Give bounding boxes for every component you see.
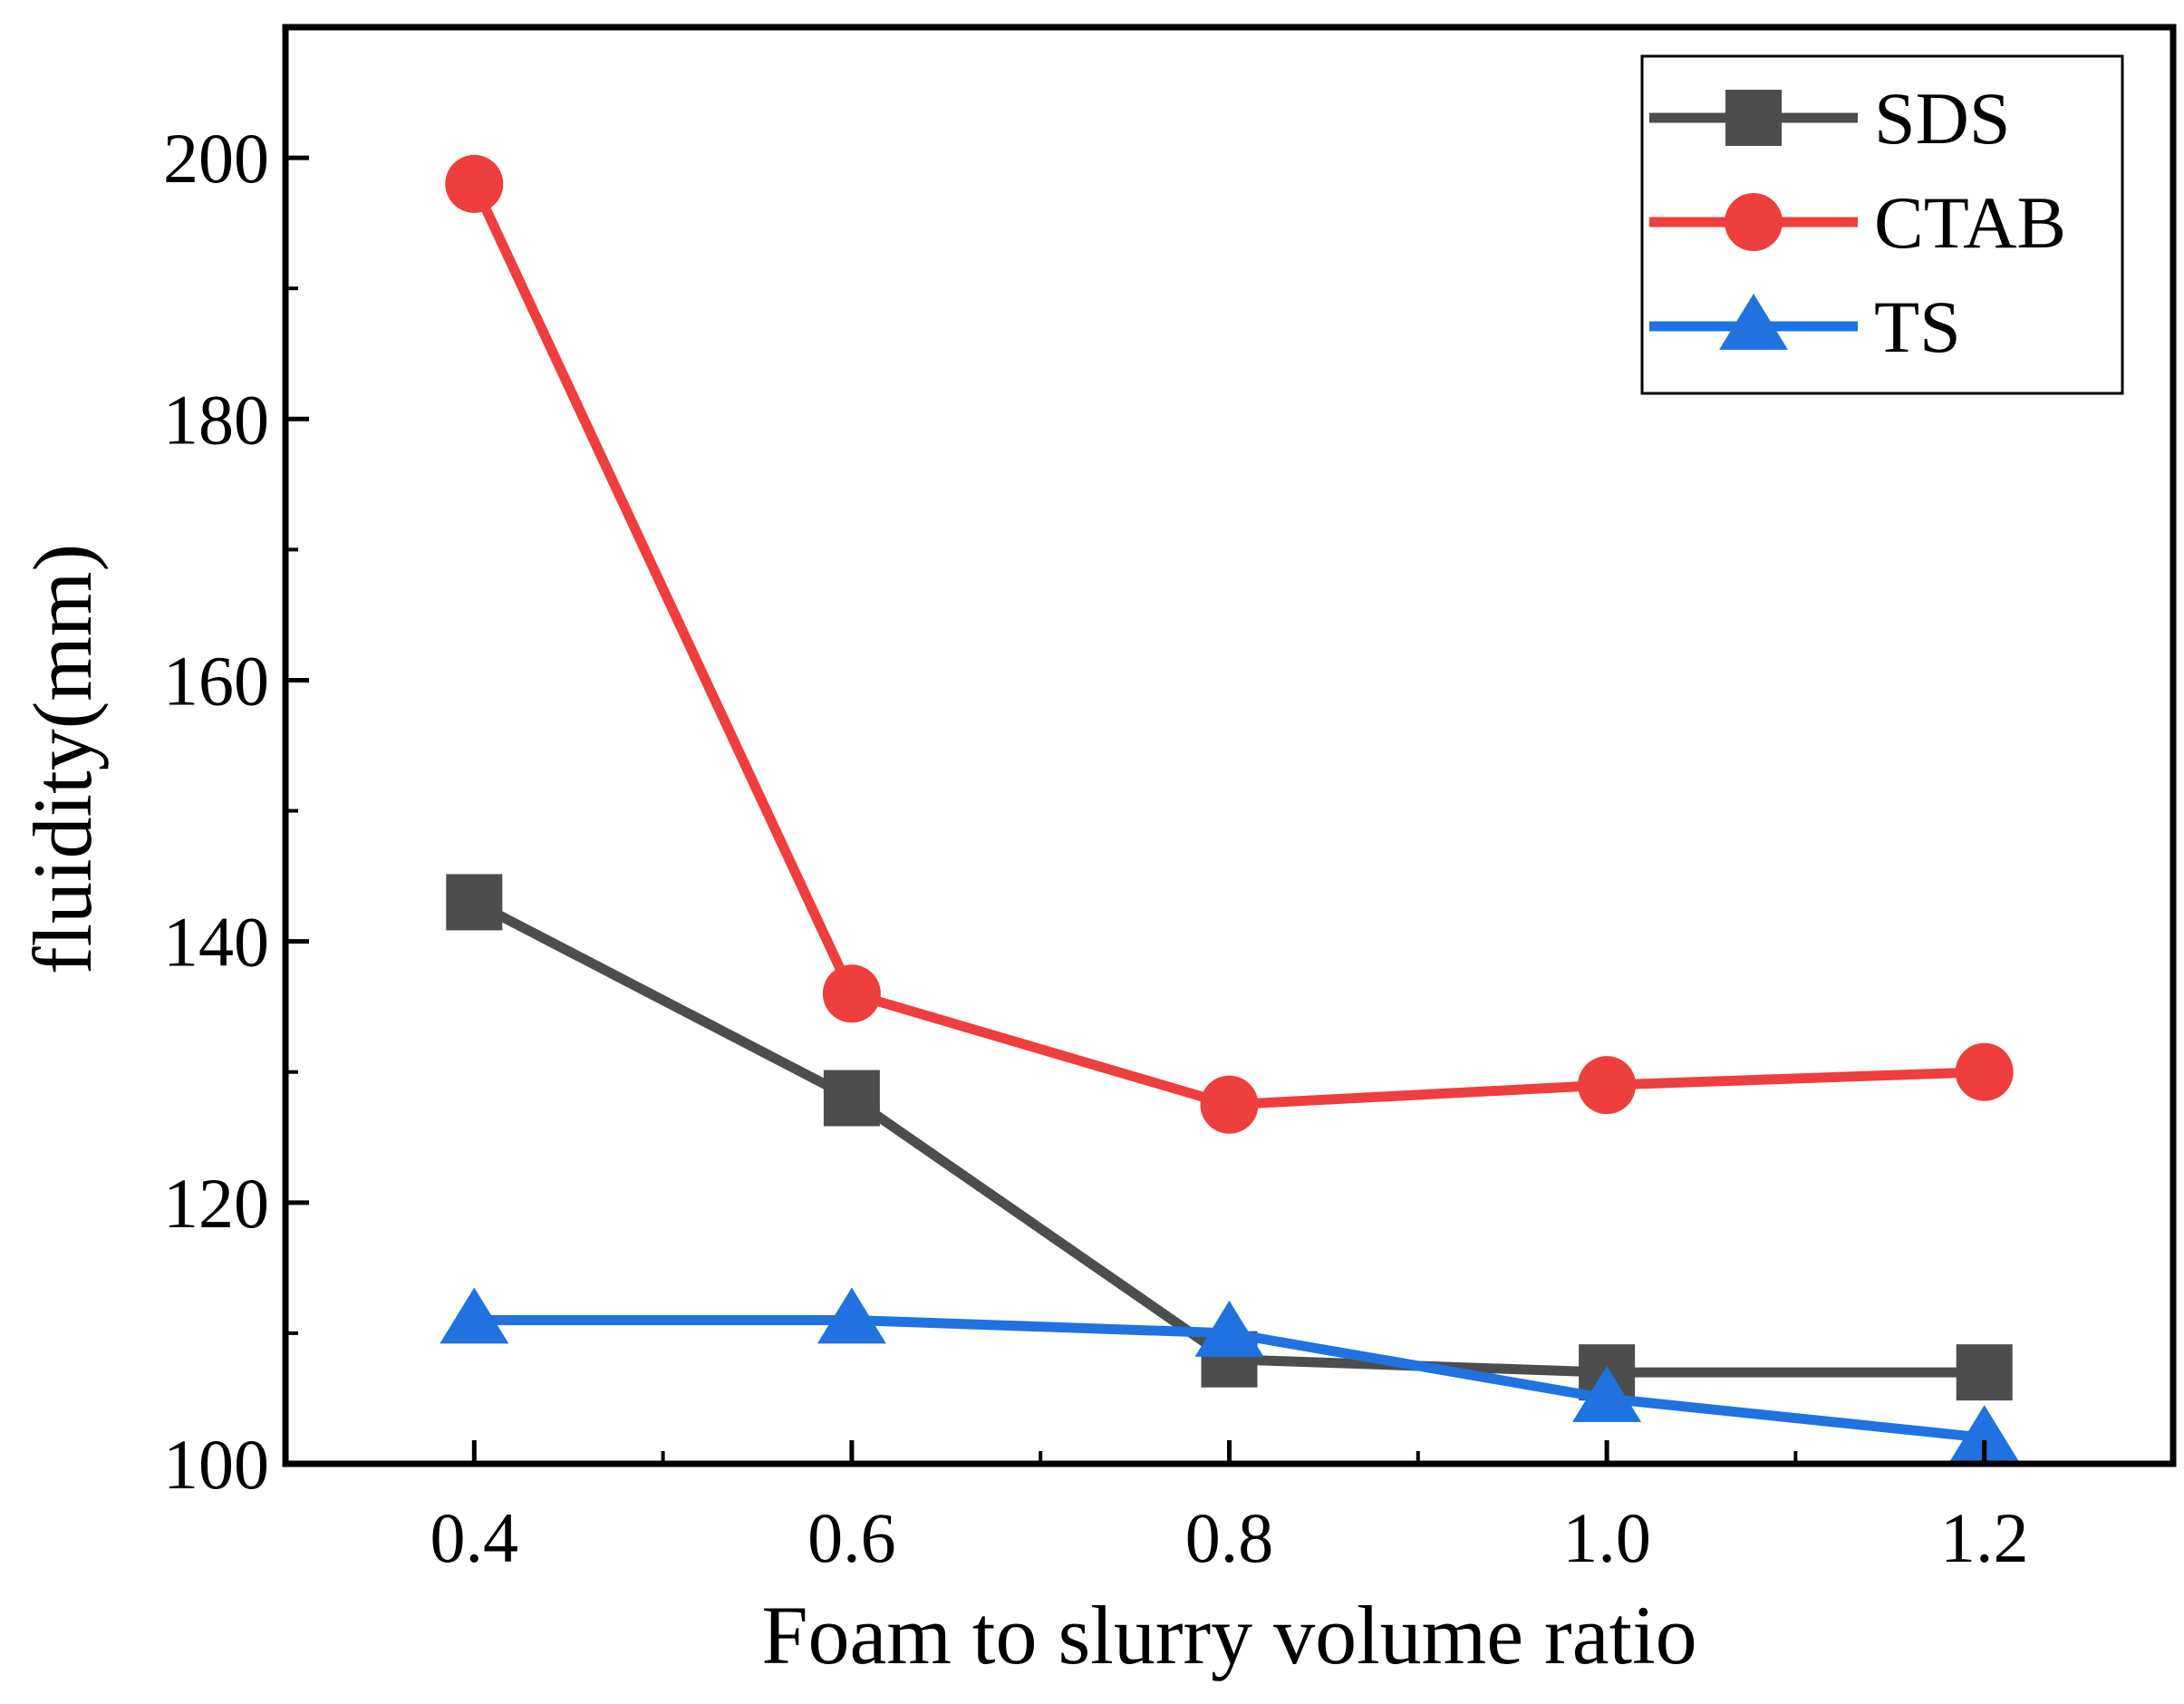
legend-item-ctab: CTAB [1649,181,2066,264]
y-tick-label: 140 [163,903,269,982]
sds-point [1956,1344,2013,1401]
y-tick-label: 200 [163,119,269,198]
x-axis-title: Foam to slurry volume ratio [761,1589,1696,1681]
ts-point [817,1287,886,1344]
legend-label: TS [1874,286,1961,368]
y-axis-title: fluidity(mm) [16,544,109,974]
legend-marker [1719,294,1788,350]
ctab-point [445,154,504,213]
y-tick-label: 120 [163,1164,269,1243]
sds-point [446,874,503,931]
x-tick-label: 0.4 [430,1498,519,1577]
x-tick-label: 1.0 [1562,1498,1651,1577]
series-ts [440,1287,2019,1462]
ts-point [440,1287,509,1344]
x-tick-label: 1.2 [1940,1498,2029,1577]
axis-layer: 0.4 0.6 0.8 1.0 1.2 100 120 140 160 180 200 [163,119,2175,1577]
series-sds [446,874,2013,1401]
sds-point [823,1070,880,1127]
legend-item-ts: TS [1649,286,1961,368]
y-tick-label: 160 [163,641,269,720]
ctab-point [1200,1075,1259,1134]
x-tick-label: 0.8 [1185,1498,1274,1577]
series-ctab [445,154,2014,1134]
legend-marker [1725,193,1783,251]
ts-point [1949,1405,2019,1462]
y-tick-label: 180 [163,380,269,459]
legend: SDS CTAB TS [1640,54,2124,395]
legend-item-sds: SDS [1649,77,2010,160]
x-tick-label: 0.6 [807,1498,896,1577]
y-tick-label: 100 [163,1425,269,1504]
ts-point [1194,1300,1264,1357]
legend-label: CTAB [1874,181,2066,264]
ts-point [1572,1365,1642,1422]
ctab-point [1955,1042,2014,1101]
ctab-point [822,964,881,1023]
legend-label: SDS [1874,77,2010,160]
series-layer [440,154,2019,1462]
legend-marker [1725,90,1782,146]
ctab-point [1578,1056,1637,1115]
